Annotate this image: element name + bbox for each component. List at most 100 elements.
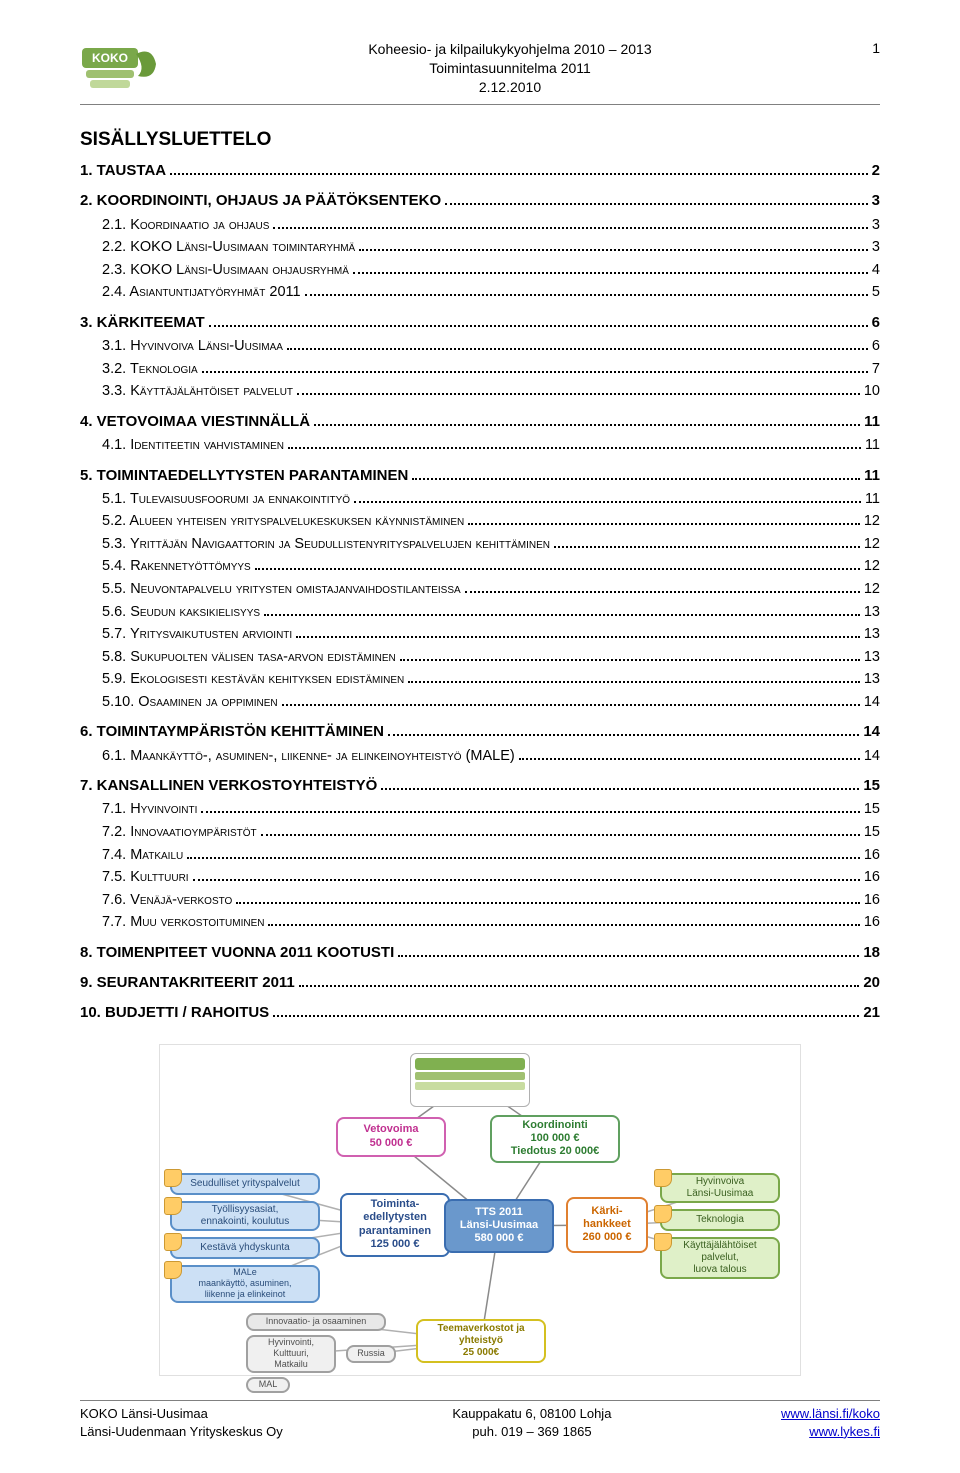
footer-link-1[interactable]: www.länsi.fi/koko: [781, 1406, 880, 1421]
diagram-node-male: MALemaankäyttö, asuminen,liikenne ja eli…: [170, 1265, 320, 1303]
toc-label: 5. TOIMINTAEDELLYTYSTEN PARANTAMINEN: [80, 466, 408, 486]
toc-leader-dots: [412, 478, 860, 480]
diagram-node-russia: Russia: [346, 1345, 396, 1363]
toc-page: 13: [864, 648, 880, 668]
footer-left: KOKO Länsi-Uusimaa Länsi-Uudenmaan Yrity…: [80, 1405, 283, 1441]
toc-page: 15: [863, 776, 880, 796]
toc-entry-sub[interactable]: 3.1. Hyvinvoiva Länsi-Uusimaa6: [80, 337, 880, 357]
toc-entry-sub[interactable]: 7.5. Kulttuuri16: [80, 868, 880, 888]
toc-entry-sub[interactable]: 7.2. Innovaatioympäristöt15: [80, 823, 880, 843]
toc-label: 1. TAUSTAA: [80, 161, 166, 181]
toc-label: 7.7. Muu verkostoituminen: [102, 913, 264, 933]
document-footer: KOKO Länsi-Uusimaa Länsi-Uudenmaan Yrity…: [80, 1400, 880, 1441]
toc-label: 6.1. Maankäyttö-, asuminen-, liikenne- j…: [102, 747, 515, 767]
toc-entry-sub[interactable]: 4.1. Identiteetin vahvistaminen11: [80, 436, 880, 456]
toc-leader-dots: [296, 636, 860, 638]
toc-label: 6. TOIMINTAYMPÄRISTÖN KEHITTÄMINEN: [80, 722, 384, 742]
toc-entry-sub[interactable]: 5.8. Sukupuolten välisen tasa-arvon edis…: [80, 648, 880, 668]
toc-page: 7: [872, 360, 880, 380]
toc-entry-sub[interactable]: 5.3. Yrittäjän Navigaattorin ja Seudulli…: [80, 535, 880, 555]
toc-entry-sub[interactable]: 5.2. Alueen yhteisen yrityspalvelukeskuk…: [80, 512, 880, 532]
toc-page: 6: [872, 337, 880, 357]
toc-title: SISÄLLYSLUETTELO: [80, 129, 880, 151]
toc-page: 11: [864, 412, 880, 432]
toc-entry-heading[interactable]: 1. TAUSTAA2: [80, 161, 880, 181]
toc-entry-heading[interactable]: 4. VETOVOIMAA VIESTINNÄLLÄ 11: [80, 412, 880, 432]
toc-leader-dots: [187, 857, 860, 859]
toc-page: 3: [872, 216, 880, 236]
header-line2: Toimintasuunnitelma 2011: [180, 59, 840, 78]
toc-entry-sub[interactable]: 3.3. Käyttäjälähtöiset palvelut10: [80, 382, 880, 402]
diagram-node-seud_hdr: Seudulliset yrityspalvelut: [170, 1173, 320, 1195]
toc-page: 3: [872, 191, 880, 211]
toc-entry-sub[interactable]: 7.1. Hyvinvointi15: [80, 800, 880, 820]
toc-entry-sub[interactable]: 3.2. Teknologia7: [80, 360, 880, 380]
toc-entry-heading[interactable]: 6. TOIMINTAYMPÄRISTÖN KEHITTÄMINEN14: [80, 722, 880, 742]
header-title-block: Koheesio- ja kilpailukykyohjelma 2010 – …: [180, 40, 840, 97]
footer-left-line1: KOKO Länsi-Uusimaa: [80, 1405, 283, 1423]
toc-label: 5.1. Tulevaisuusfoorumi ja ennakointityö: [102, 490, 350, 510]
diagram-node-toiminta: Toiminta-edellytystenparantaminen125 000…: [340, 1193, 450, 1257]
diagram-node-tts: TTS 2011Länsi-Uusimaa580 000 €: [444, 1199, 554, 1253]
toc-entry-sub[interactable]: 7.7. Muu verkostoituminen16: [80, 913, 880, 933]
toc-entry-heading[interactable]: 2. KOORDINOINTI, OHJAUS JA PÄÄTÖKSENTEKO…: [80, 191, 880, 211]
toc-leader-dots: [305, 294, 868, 296]
toc-label: 7. KANSALLINEN VERKOSTOYHTEISTYÖ: [80, 776, 377, 796]
toc-entry-heading[interactable]: 3. KÄRKITEEMAT6: [80, 313, 880, 333]
toc-leader-dots: [288, 447, 861, 449]
header-line3: 2.12.2010: [180, 78, 840, 97]
toc-page: 13: [864, 625, 880, 645]
toc-leader-dots: [202, 371, 868, 373]
footer-center-line1: Kauppakatu 6, 08100 Lohja: [452, 1405, 611, 1423]
toc-leader-dots: [297, 393, 860, 395]
toc-entry-heading[interactable]: 7. KANSALLINEN VERKOSTOYHTEISTYÖ 15: [80, 776, 880, 796]
toc-label: 2.3. KOKO Länsi-Uusimaan ohjausryhmä: [102, 261, 349, 281]
toc-entry-heading[interactable]: 5. TOIMINTAEDELLYTYSTEN PARANTAMINEN 11: [80, 466, 880, 486]
document-header: KOKO Koheesio- ja kilpailukykyohjelma 20…: [80, 40, 880, 105]
toc-entry-sub[interactable]: 5.1. Tulevaisuusfoorumi ja ennakointityö…: [80, 490, 880, 510]
toc-page: 4: [872, 261, 880, 281]
toc-entry-sub[interactable]: 7.4. Matkailu 16: [80, 846, 880, 866]
diagram-node-teema: Teemaverkostot jayhteistyö25 000€: [416, 1319, 546, 1363]
toc-entry-sub[interactable]: 5.4. Rakennetyöttömyys12: [80, 557, 880, 577]
toc-leader-dots: [287, 348, 868, 350]
toc-entry-sub[interactable]: 2.2. KOKO Länsi-Uusimaan toimintaryhmä3: [80, 238, 880, 258]
diagram-node-innov_hdr: Innovaatio- ja osaaminen: [246, 1313, 386, 1331]
toc-entry-sub[interactable]: 5.9. Ekologisesti kestävän kehityksen ed…: [80, 670, 880, 690]
toc-leader-dots: [201, 811, 859, 813]
toc-leader-dots: [273, 1015, 859, 1017]
diagram-node-kestava: Kestävä yhdyskunta: [170, 1237, 320, 1259]
toc-label: 10. BUDJETTI / RAHOITUS: [80, 1003, 269, 1023]
toc-entry-sub[interactable]: 2.3. KOKO Länsi-Uusimaan ohjausryhmä 4: [80, 261, 880, 281]
toc-entry-sub[interactable]: 5.10. Osaaminen ja oppiminen14: [80, 693, 880, 713]
footer-link-2[interactable]: www.lykes.fi: [809, 1424, 880, 1439]
toc-page: 20: [863, 973, 880, 993]
diagram-node-karki: Kärki-hankkeet260 000 €: [566, 1197, 648, 1253]
toc-leader-dots: [282, 704, 860, 706]
toc-page: 11: [864, 466, 880, 486]
toc-page: 16: [864, 846, 880, 866]
toc-entry-sub[interactable]: 2.1. Koordinaatio ja ohjaus3: [80, 216, 880, 236]
toc-entry-heading[interactable]: 10. BUDJETTI / RAHOITUS 21: [80, 1003, 880, 1023]
toc-entry-heading[interactable]: 9. SEURANTAKRITEERIT 201120: [80, 973, 880, 993]
thumb-icon: [164, 1261, 182, 1279]
toc-entry-sub[interactable]: 7.6. Venäjä-verkosto16: [80, 891, 880, 911]
toc-page: 13: [864, 670, 880, 690]
footer-right: www.länsi.fi/koko www.lykes.fi: [781, 1405, 880, 1441]
thumb-icon: [164, 1197, 182, 1215]
toc-entry-sub[interactable]: 5.6. Seudun kaksikielisyys13: [80, 603, 880, 623]
toc-label: 5.9. Ekologisesti kestävän kehityksen ed…: [102, 670, 404, 690]
toc-entry-sub[interactable]: 2.4. Asiantuntijatyöryhmät 20115: [80, 283, 880, 303]
toc-page: 12: [864, 512, 880, 532]
toc-page: 14: [864, 747, 880, 767]
toc-entry-sub[interactable]: 5.5. Neuvontapalvelu yritysten omistajan…: [80, 580, 880, 600]
toc-label: 7.4. Matkailu: [102, 846, 183, 866]
toc-entry-sub[interactable]: 5.7. Yritysvaikutusten arviointi13: [80, 625, 880, 645]
toc-entry-sub[interactable]: 6.1. Maankäyttö-, asuminen-, liikenne- j…: [80, 747, 880, 767]
toc-page: 11: [865, 490, 880, 510]
toc-page: 21: [863, 1003, 880, 1023]
svg-text:KOKO: KOKO: [92, 51, 128, 65]
toc-label: 4. VETOVOIMAA VIESTINNÄLLÄ: [80, 412, 310, 432]
toc-leader-dots: [468, 523, 860, 525]
toc-entry-heading[interactable]: 8. TOIMENPITEET VUONNA 2011 KOOTUSTI18: [80, 943, 880, 963]
